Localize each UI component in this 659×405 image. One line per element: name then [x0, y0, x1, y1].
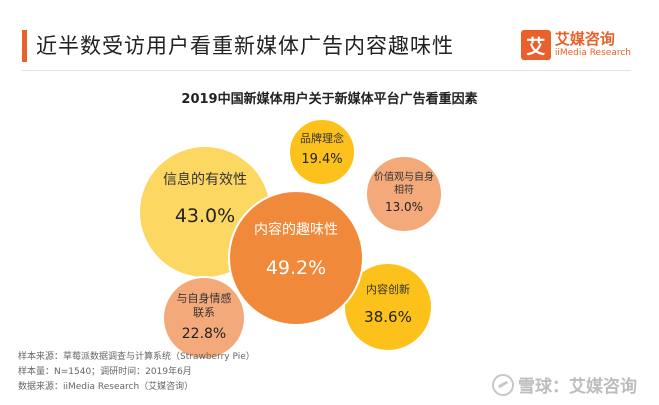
chart-title: 2019中国新媒体用户关于新媒体平台广告看重因素 — [181, 92, 478, 107]
bubble-label: 价值观与自身相符 — [374, 170, 434, 196]
watermark-text: 雪球：艾媒咨询 — [518, 377, 637, 397]
brand-badge-icon: 艾 — [520, 30, 551, 60]
bubble-circle — [365, 155, 443, 233]
footnote-data-source: 数据来源：iiMedia Research（艾媒咨询） — [18, 382, 194, 392]
bubble-circle — [228, 190, 364, 326]
footnotes: 样本来源：草莓派数据调查与计算系统（Strawberry Pie） 样本量：N=… — [18, 350, 255, 395]
footnote-sample-source: 样本来源：草莓派数据调查与计算系统（Strawberry Pie） — [18, 352, 255, 362]
bubble-emotional-link: 与自身情感联系 22.8% — [162, 276, 246, 360]
page-title: 近半数受访用户看重新媒体广告内容趣味性 — [36, 34, 454, 58]
bubble-value: 13.0% — [385, 200, 423, 214]
bubble-circle — [288, 118, 356, 186]
bubble-label: 内容的趣味性 — [254, 221, 338, 238]
bubble-value: 38.6% — [364, 308, 412, 326]
bubble-values-match: 价值观与自身相符 13.0% — [365, 155, 443, 233]
bubble-circle — [343, 262, 433, 352]
header-divider — [22, 70, 631, 71]
bubble-value: 19.4% — [301, 152, 342, 167]
snowball-icon — [492, 373, 514, 396]
brand-text: 艾媒咨询 iiMedia Research — [555, 32, 631, 58]
bubble-label: 品牌理念 — [300, 131, 344, 145]
footnote-sample-size: 样本量：N=1540；调研时间：2019年6月 — [18, 367, 192, 377]
bubble-content-innovation: 内容创新 38.6% — [343, 262, 433, 352]
brand-subtitle: iiMedia Research — [554, 48, 631, 58]
bubble-value: 43.0% — [175, 205, 235, 227]
brand-name: 艾媒咨询 — [554, 30, 615, 48]
bubble-label: 与自身情感联系 — [177, 291, 232, 319]
bubble-content-interest: 内容的趣味性 49.2% — [228, 190, 364, 326]
bubble-brand-concept: 品牌理念 19.4% — [288, 118, 356, 186]
bubble-value: 49.2% — [266, 257, 326, 279]
bubble-label: 内容创新 — [366, 282, 410, 296]
bubble-label: 信息的有效性 — [163, 171, 247, 188]
bubble-value: 22.8% — [182, 326, 226, 342]
brand-logo: 艾 艾媒咨询 iiMedia Research — [520, 30, 631, 60]
bubble-circle — [162, 276, 246, 360]
title-accent-bar — [22, 30, 27, 62]
watermark: 雪球：艾媒咨询 — [492, 372, 637, 397]
